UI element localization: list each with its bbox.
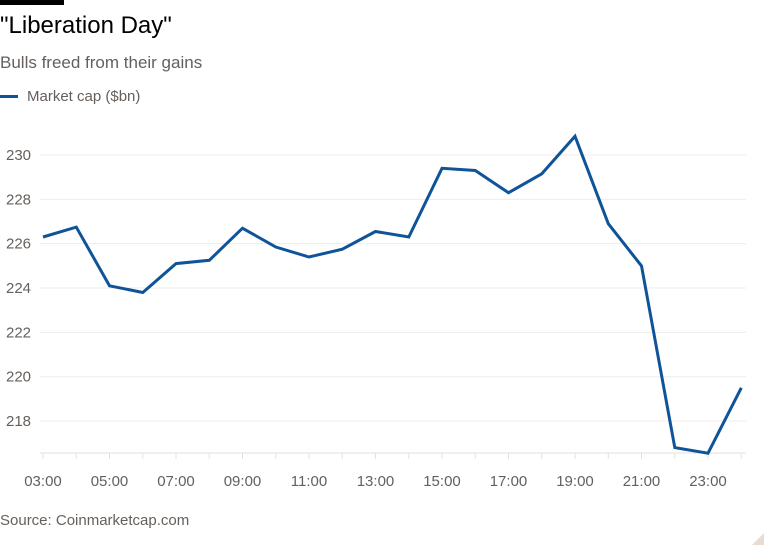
y-tick-label: 224 <box>6 280 31 297</box>
y-tick-label: 220 <box>6 369 31 386</box>
source-note: Source: Coinmarketcap.com <box>0 512 190 529</box>
x-tick-label: 07:00 <box>157 473 195 490</box>
x-tick-label: 13:00 <box>357 473 395 490</box>
x-tick-label: 23:00 <box>689 473 727 490</box>
x-tick-label: 17:00 <box>490 473 528 490</box>
brand-bar <box>0 0 64 5</box>
x-tick-label: 19:00 <box>556 473 594 490</box>
chart-title: "Liberation Day" <box>0 12 172 39</box>
x-tick-label: 21:00 <box>623 473 661 490</box>
legend: Market cap ($bn) <box>0 88 140 105</box>
chart-subtitle: Bulls freed from their gains <box>0 53 203 72</box>
x-tick-label: 03:00 <box>24 473 62 490</box>
y-tick-label: 218 <box>6 413 31 430</box>
x-tick-label: 05:00 <box>91 473 129 490</box>
corner-logo <box>752 533 764 545</box>
legend-label: Market cap ($bn) <box>27 88 141 105</box>
x-tick-label: 15:00 <box>423 473 461 490</box>
y-tick-label: 222 <box>6 324 31 341</box>
legend-swatch <box>0 95 18 98</box>
y-tick-label: 228 <box>6 191 31 208</box>
y-tick-label: 226 <box>6 236 31 253</box>
y-tick-label: 230 <box>6 147 31 164</box>
x-tick-label: 09:00 <box>224 473 262 490</box>
x-tick-label: 11:00 <box>291 473 327 490</box>
series-line-market-cap <box>42 133 743 455</box>
